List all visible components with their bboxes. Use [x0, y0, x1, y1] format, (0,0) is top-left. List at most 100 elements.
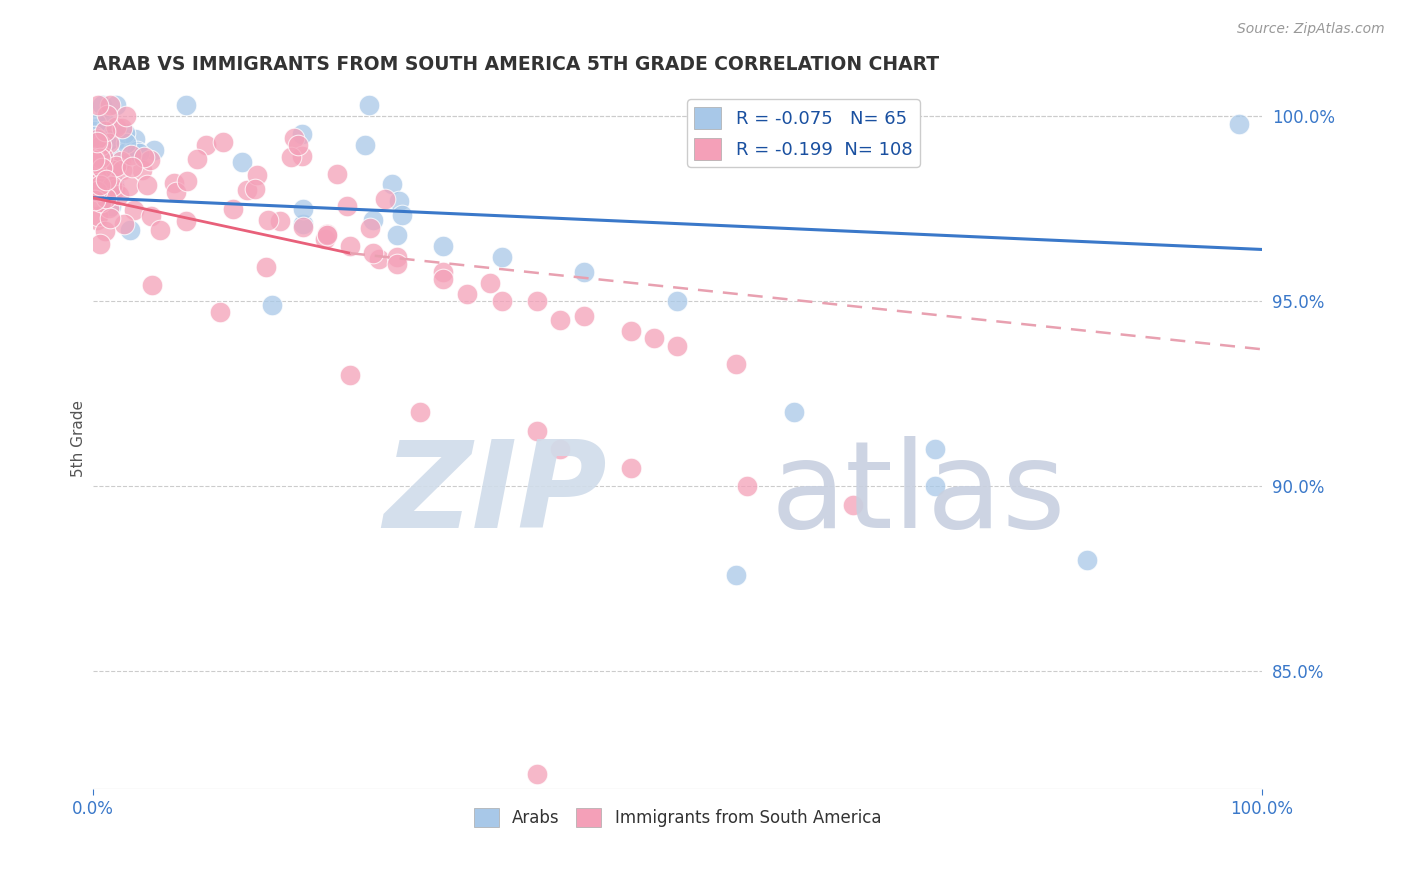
Point — [1227, 117, 1250, 131]
Point — [385, 227, 408, 242]
Point — [86, 212, 108, 227]
Point — [100, 199, 122, 213]
Point — [339, 239, 361, 253]
Y-axis label: 5th Grade: 5th Grade — [72, 400, 86, 476]
Point — [87, 174, 110, 188]
Point — [111, 162, 134, 177]
Point — [104, 134, 127, 148]
Point — [101, 167, 124, 181]
Point — [572, 309, 595, 323]
Point — [84, 169, 107, 183]
Point — [84, 130, 107, 145]
Point — [381, 177, 404, 191]
Point — [91, 150, 114, 164]
Point — [724, 567, 747, 582]
Point — [391, 208, 413, 222]
Point — [666, 294, 689, 309]
Point — [84, 116, 107, 130]
Point — [359, 221, 381, 235]
Legend: Arabs, Immigrants from South America: Arabs, Immigrants from South America — [467, 801, 887, 833]
Point — [924, 479, 946, 493]
Point — [94, 124, 117, 138]
Point — [260, 298, 283, 312]
Point — [98, 169, 121, 184]
Point — [105, 98, 128, 112]
Point — [385, 250, 408, 264]
Point — [176, 214, 198, 228]
Point — [257, 213, 280, 227]
Point — [86, 173, 108, 187]
Point — [86, 184, 108, 198]
Point — [86, 167, 108, 181]
Point — [283, 130, 305, 145]
Point — [89, 151, 111, 165]
Point — [86, 209, 108, 223]
Point — [550, 312, 572, 326]
Point — [90, 161, 112, 176]
Point — [90, 194, 112, 209]
Point — [124, 132, 146, 146]
Point — [280, 150, 302, 164]
Point — [103, 177, 125, 191]
Point — [619, 460, 641, 475]
Point — [287, 137, 309, 152]
Point — [104, 182, 127, 196]
Point — [1076, 553, 1098, 567]
Point — [121, 147, 143, 161]
Point — [98, 133, 121, 147]
Point — [666, 338, 689, 352]
Point — [83, 164, 105, 178]
Point — [176, 174, 198, 188]
Point — [112, 217, 135, 231]
Point — [89, 178, 111, 192]
Point — [367, 252, 389, 267]
Point — [174, 98, 197, 112]
Text: ARAB VS IMMIGRANTS FROM SOUTH AMERICA 5TH GRADE CORRELATION CHART: ARAB VS IMMIGRANTS FROM SOUTH AMERICA 5T… — [93, 55, 939, 74]
Point — [114, 126, 136, 140]
Point — [98, 136, 121, 150]
Point — [924, 442, 946, 456]
Point — [357, 98, 380, 112]
Point — [120, 223, 142, 237]
Point — [83, 153, 105, 167]
Point — [98, 98, 121, 112]
Point — [122, 202, 145, 217]
Point — [91, 98, 114, 112]
Point — [526, 424, 548, 438]
Point — [269, 214, 291, 228]
Point — [86, 121, 108, 136]
Point — [165, 186, 187, 200]
Point — [141, 209, 163, 223]
Point — [89, 140, 111, 154]
Point — [354, 137, 377, 152]
Point — [724, 357, 747, 371]
Point — [84, 165, 107, 179]
Point — [292, 220, 315, 235]
Point — [94, 172, 117, 186]
Point — [94, 173, 117, 187]
Point — [136, 178, 159, 193]
Text: atlas: atlas — [770, 435, 1067, 553]
Point — [83, 128, 105, 143]
Point — [89, 144, 111, 158]
Point — [91, 135, 114, 149]
Point — [114, 131, 136, 145]
Point — [361, 246, 384, 260]
Point — [409, 405, 432, 419]
Point — [86, 135, 108, 149]
Point — [83, 139, 105, 153]
Point — [94, 224, 117, 238]
Point — [115, 136, 138, 151]
Point — [491, 250, 513, 264]
Point — [361, 213, 384, 227]
Point — [195, 138, 218, 153]
Point — [432, 239, 454, 253]
Point — [86, 132, 108, 146]
Point — [103, 161, 125, 175]
Point — [236, 183, 259, 197]
Text: ZIP: ZIP — [384, 435, 607, 553]
Point — [83, 124, 105, 138]
Point — [98, 211, 121, 226]
Point — [89, 171, 111, 186]
Point — [98, 161, 121, 176]
